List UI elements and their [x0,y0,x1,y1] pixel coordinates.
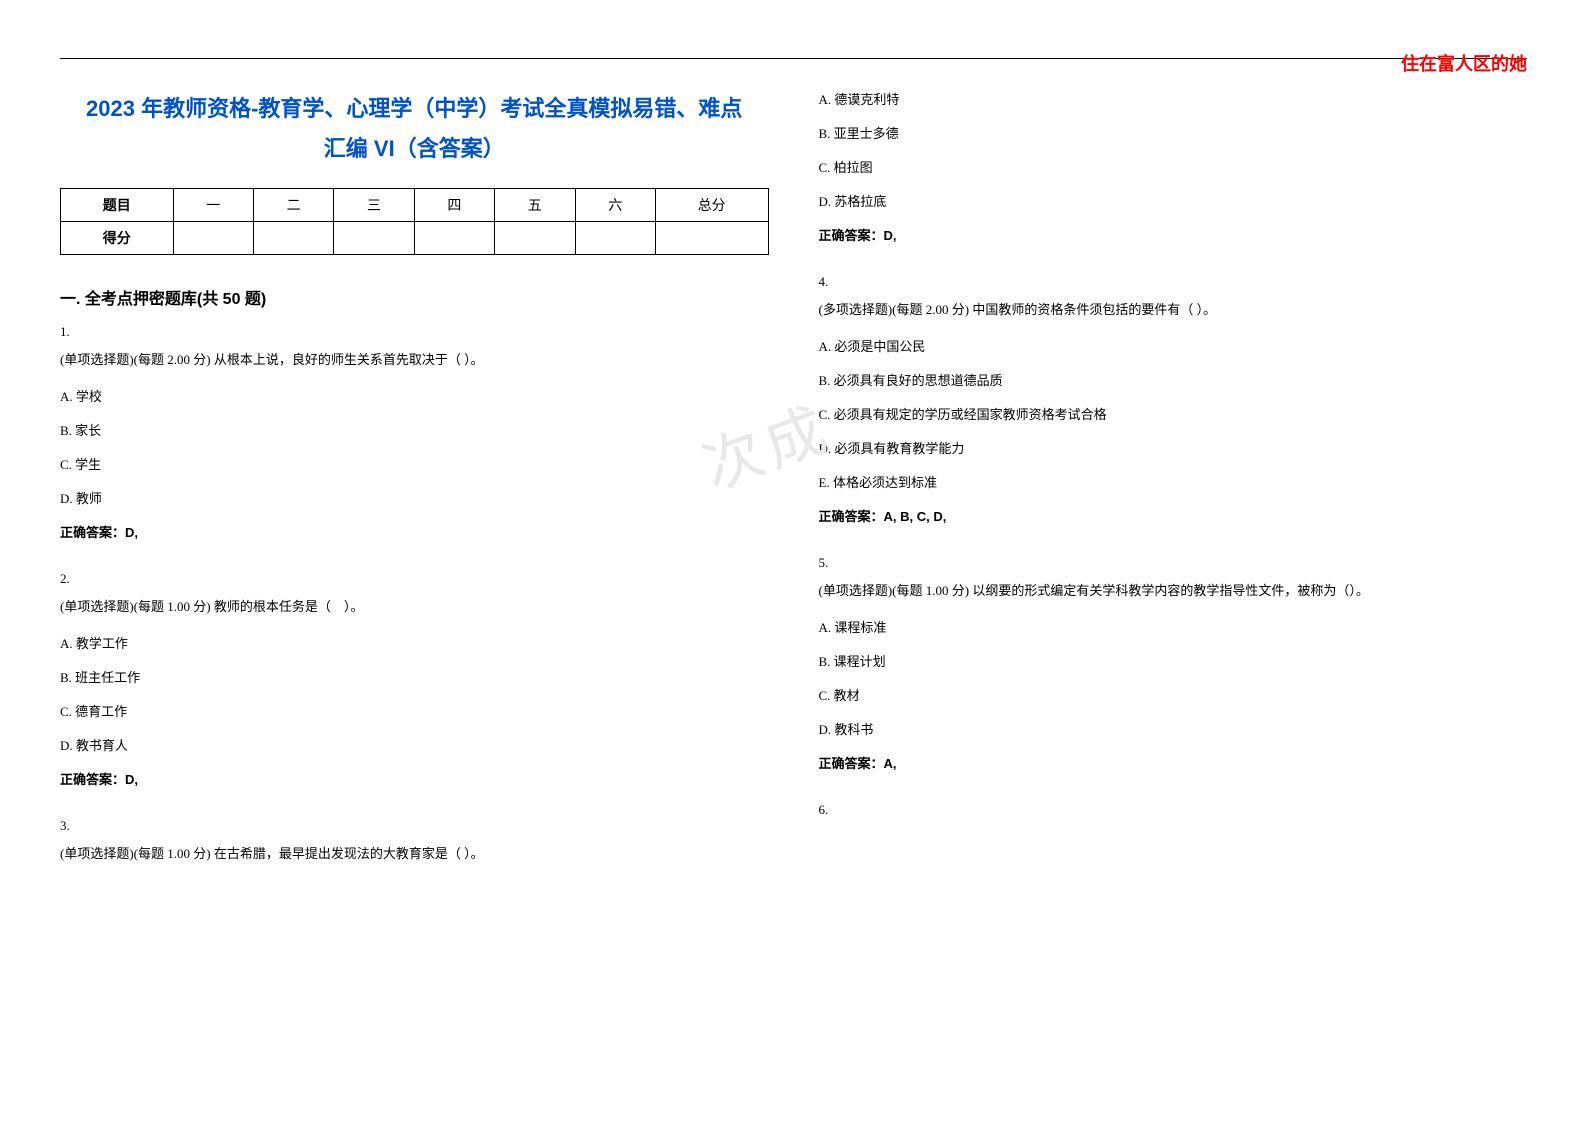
option: D. 教师 [60,488,769,507]
option: A. 必须是中国公民 [819,336,1528,355]
doc-title-line1: 2023 年教师资格-教育学、心理学（中学）考试全真模拟易错、难点 [60,89,769,129]
question-number: 3. [60,818,769,834]
table-cell: 得分 [61,222,174,255]
answer: 正确答案：D, [819,225,1528,244]
content-wrapper: 2023 年教师资格-教育学、心理学（中学）考试全真模拟易错、难点 汇编 VI（… [60,89,1527,880]
option: C. 柏拉图 [819,157,1528,176]
table-cell [414,222,494,255]
option: D. 必须具有教育教学能力 [819,438,1528,457]
table-cell: 总分 [655,189,768,222]
question-text: (单项选择题)(每题 1.00 分) 在古希腊，最早提出发现法的大教育家是（ ）… [60,844,769,865]
question-text: (单项选择题)(每题 2.00 分) 从根本上说，良好的师生关系首先取决于（ ）… [60,350,769,371]
option: D. 苏格拉底 [819,191,1528,210]
score-table: 题目 一 二 三 四 五 六 总分 得分 [60,188,769,255]
question-text: (多项选择题)(每题 2.00 分) 中国教师的资格条件须包括的要件有（ ）。 [819,300,1528,321]
question-text: (单项选择题)(每题 1.00 分) 以纲要的形式编定有关学科教学内容的教学指导… [819,581,1528,602]
option: B. 课程计划 [819,651,1528,670]
watermark-top: 住在富人区的她 [1401,50,1527,76]
option: B. 必须具有良好的思想道德品质 [819,370,1528,389]
table-cell: 四 [414,189,494,222]
option: D. 教科书 [819,719,1528,738]
question-text: (单项选择题)(每题 1.00 分) 教师的根本任务是（ ）。 [60,597,769,618]
option: C. 必须具有规定的学历或经国家教师资格考试合格 [819,404,1528,423]
option: D. 教书育人 [60,735,769,754]
table-cell [655,222,768,255]
answer: 正确答案：A, [819,753,1528,772]
table-row: 题目 一 二 三 四 五 六 总分 [61,189,769,222]
option: B. 亚里士多德 [819,123,1528,142]
option: C. 教材 [819,685,1528,704]
answer: 正确答案：D, [60,769,769,788]
question-number: 1. [60,324,769,340]
table-cell: 题目 [61,189,174,222]
top-divider [60,58,1527,59]
section-header: 一. 全考点押密题库(共 50 题) [60,285,769,309]
option: C. 学生 [60,454,769,473]
question-number: 6. [819,802,1528,818]
option: B. 班主任工作 [60,667,769,686]
table-cell: 六 [575,189,655,222]
option: B. 家长 [60,420,769,439]
doc-title-line2: 汇编 VI（含答案） [60,129,769,169]
table-cell [334,222,414,255]
option: A. 教学工作 [60,633,769,652]
table-cell [173,222,253,255]
question-number: 5. [819,555,1528,571]
question-number: 2. [60,571,769,587]
option: C. 德育工作 [60,701,769,720]
table-cell: 三 [334,189,414,222]
option: A. 学校 [60,386,769,405]
table-cell [575,222,655,255]
table-row: 得分 [61,222,769,255]
table-cell [253,222,333,255]
table-cell [495,222,575,255]
option: A. 德谟克利特 [819,89,1528,108]
table-cell: 二 [253,189,333,222]
answer: 正确答案：D, [60,522,769,541]
question-number: 4. [819,274,1528,290]
option: E. 体格必须达到标准 [819,472,1528,491]
right-column: A. 德谟克利特 B. 亚里士多德 C. 柏拉图 D. 苏格拉底 正确答案：D,… [819,89,1528,880]
left-column: 2023 年教师资格-教育学、心理学（中学）考试全真模拟易错、难点 汇编 VI（… [60,89,769,880]
answer: 正确答案：A, B, C, D, [819,506,1528,525]
table-cell: 一 [173,189,253,222]
option: A. 课程标准 [819,617,1528,636]
table-cell: 五 [495,189,575,222]
